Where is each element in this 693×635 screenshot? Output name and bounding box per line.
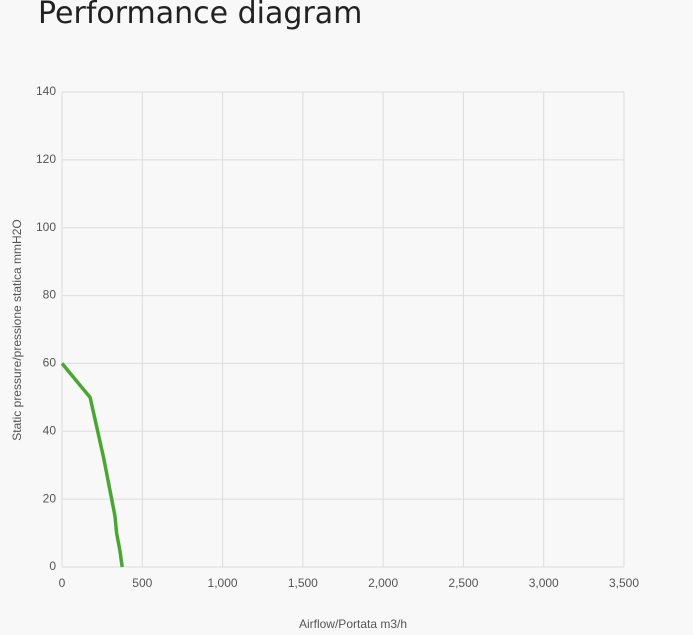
x-tick-label: 2,000	[368, 576, 398, 590]
y-tick-label: 60	[43, 356, 57, 370]
y-tick-label: 0	[49, 559, 56, 573]
x-tick-label: 500	[132, 576, 152, 590]
x-tick-label: 2,500	[448, 576, 478, 590]
y-tick-label: 20	[43, 491, 57, 505]
y-tick-label: 100	[36, 220, 56, 234]
chart-title: Performance diagram	[38, 0, 363, 31]
y-tick-label: 40	[43, 423, 57, 437]
y-tick-label: 120	[36, 152, 56, 166]
x-tick-label: 0	[59, 576, 66, 590]
y-axis-label: Static pressure/pressione statica mmH2O	[10, 219, 24, 440]
data-line	[60, 362, 124, 568]
y-tick-label: 140	[36, 84, 56, 98]
x-tick-label: 1,000	[208, 576, 238, 590]
x-axis-label: Airflow/Portata m3/h	[299, 617, 407, 631]
x-tick-label: 1,500	[288, 576, 318, 590]
y-tick-label: 80	[43, 288, 57, 302]
x-tick-label: 3,000	[529, 576, 559, 590]
x-tick-label: 3,500	[609, 576, 639, 590]
